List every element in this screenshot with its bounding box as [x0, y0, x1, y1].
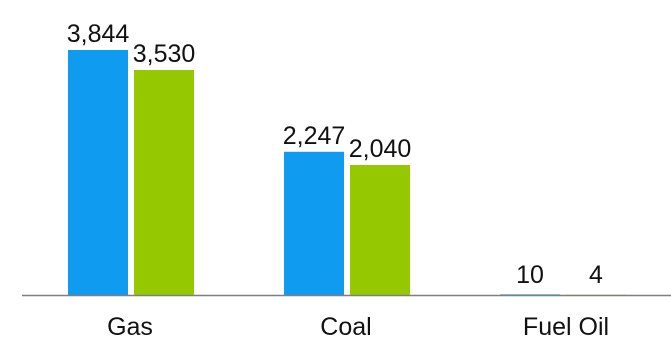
category-labels-group: Gas Coal Fuel Oil: [107, 313, 609, 341]
category-label: Coal: [320, 313, 371, 341]
bar-coal-1: [284, 151, 344, 295]
value-label: 3,530: [133, 40, 196, 68]
bar-gas-1: [68, 50, 128, 295]
value-label: 2,247: [283, 122, 346, 150]
bar-fuel-oil-1: [500, 294, 560, 295]
category-label: Fuel Oil: [523, 313, 609, 341]
value-label: 3,844: [67, 20, 130, 48]
category-label: Gas: [107, 313, 153, 341]
bar-gas-2: [134, 70, 194, 296]
bars-group: [68, 50, 626, 296]
value-label: 10: [516, 261, 544, 289]
value-label: 2,040: [349, 135, 412, 163]
bar-coal-2: [350, 164, 410, 295]
value-label: 4: [589, 261, 603, 289]
